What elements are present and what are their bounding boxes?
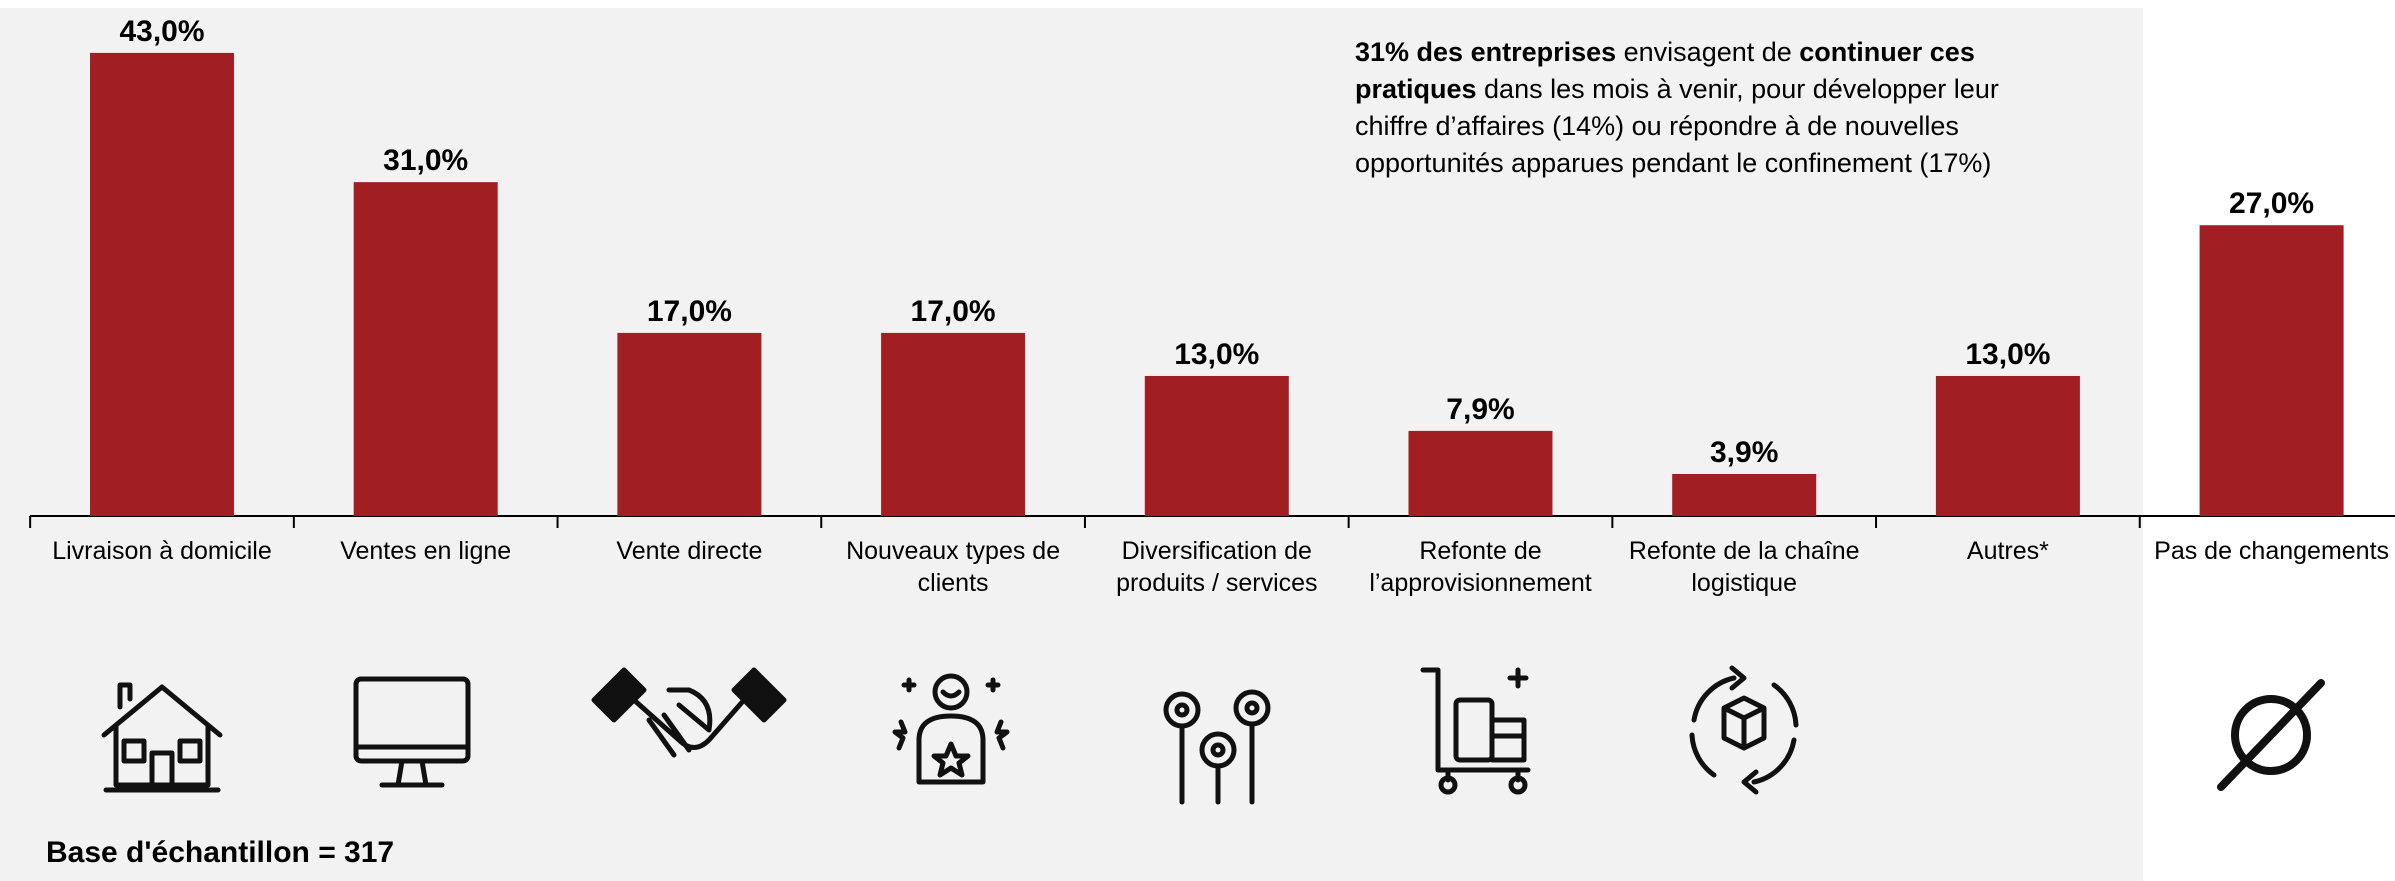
annotation-part: envisagent de bbox=[1616, 37, 1800, 67]
category-label: Pas de changements bbox=[2154, 537, 2390, 565]
annotation-part: 31% des entreprises bbox=[1355, 37, 1617, 67]
bar bbox=[881, 332, 1026, 516]
value-label: 13,0% bbox=[1174, 338, 1259, 371]
category-label: Refonte de l’approvisionnement bbox=[1369, 537, 1592, 597]
bar bbox=[2199, 225, 2344, 516]
icon-flowers bbox=[1163, 689, 1271, 805]
icon-logistics bbox=[1689, 665, 1799, 795]
value-label: 27,0% bbox=[2229, 187, 2314, 220]
annotation-part: continuer ces pratiques bbox=[1355, 37, 1975, 104]
bar bbox=[353, 182, 498, 516]
category-label: Refonte de la chaîne logistique bbox=[1628, 537, 1860, 597]
bar bbox=[1408, 430, 1553, 516]
value-label: 43,0% bbox=[119, 15, 204, 48]
annotation: 31% des entreprises envisagent de contin… bbox=[1355, 34, 2075, 182]
bar bbox=[1935, 375, 2080, 516]
category-label: Diversification de produits / services bbox=[1116, 537, 1318, 597]
category-label: Nouveaux types de clients bbox=[846, 537, 1061, 597]
value-label: 7,9% bbox=[1446, 393, 1514, 426]
value-label: 17,0% bbox=[911, 295, 996, 328]
bar bbox=[1672, 473, 1817, 516]
category-label: Vente directe bbox=[616, 537, 763, 565]
value-label: 31,0% bbox=[383, 144, 468, 177]
category-label: Autres* bbox=[1966, 537, 2049, 565]
bar bbox=[90, 52, 234, 516]
value-label: 13,0% bbox=[1965, 338, 2050, 371]
bar bbox=[617, 332, 762, 516]
category-label: Ventes en ligne bbox=[340, 537, 512, 565]
footnote: Base d'échantillon = 317 bbox=[46, 836, 395, 869]
icon-monitor bbox=[353, 676, 471, 788]
bar bbox=[1144, 375, 1289, 516]
icon-person-star bbox=[892, 673, 1010, 785]
value-label: 3,9% bbox=[1710, 436, 1778, 469]
category-label: Livraison à domicile bbox=[52, 537, 272, 565]
icon-none bbox=[2217, 679, 2325, 791]
icon-house bbox=[101, 682, 223, 793]
value-label: 17,0% bbox=[647, 295, 732, 328]
icon-cart bbox=[1420, 667, 1531, 795]
icon-handshake bbox=[591, 667, 787, 758]
annotation-part: dans les mois à venir, pour développer l… bbox=[1355, 74, 1999, 178]
